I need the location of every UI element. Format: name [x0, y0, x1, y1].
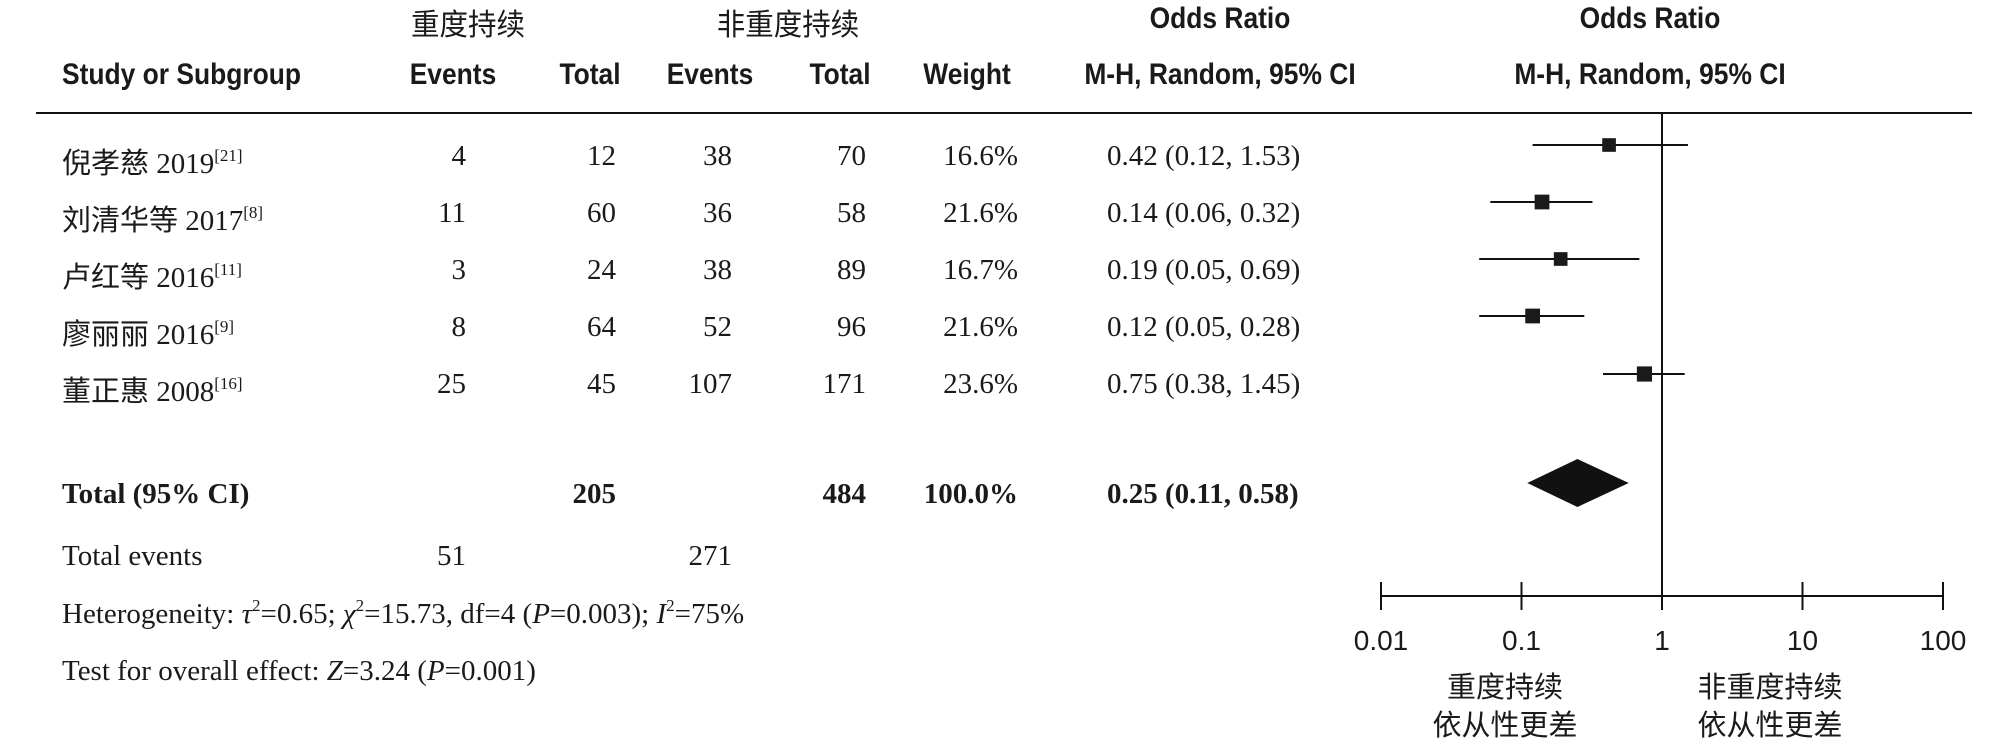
ci-cell: 0.14 (0.06, 0.32) [1107, 197, 1301, 229]
study-point [1534, 194, 1550, 210]
x-tick-label: 0.01 [1354, 625, 1409, 656]
ci-cell: 0.12 (0.05, 0.28) [1107, 311, 1301, 343]
study-point [1602, 138, 1616, 152]
table-row: 廖丽丽 2016[9] 8 64 52 96 21.6% 0.12 (0.05,… [0, 311, 1400, 351]
or-title-plot: Odds Ratio [1579, 2, 1721, 35]
header-rule [36, 112, 1972, 114]
pooled-diamond [1527, 459, 1629, 507]
study-point [1636, 366, 1653, 382]
total2-cell: 70 [837, 140, 866, 172]
weight-cell: 21.6% [943, 197, 1018, 229]
favours-right: 非重度持续 依从性更差 [1697, 670, 1843, 742]
events2-cell: 36 [703, 197, 732, 229]
events2-cell: 38 [703, 140, 732, 172]
or-subtitle-plot: M-H, Random, 95% CI [1514, 58, 1786, 91]
ci-cell: 0.19 (0.05, 0.69) [1107, 254, 1301, 286]
table-row: 董正惠 2008[16] 25 45 107 171 23.6% 0.75 (0… [0, 368, 1400, 408]
study-point [1525, 308, 1541, 324]
weight-cell: 21.6% [943, 311, 1018, 343]
total1-cell: 45 [587, 368, 616, 400]
ci-cell: 0.75 (0.38, 1.45) [1107, 368, 1301, 400]
or-subtitle-table: M-H, Random, 95% CI [1084, 58, 1356, 91]
col-total2-header: Total [809, 58, 871, 91]
study-name: 董正惠 2008[16] [62, 374, 243, 408]
weight-cell: 16.7% [943, 254, 1018, 286]
total-label: Total (95% CI) [62, 478, 250, 510]
total-events1: 51 [437, 540, 466, 572]
weight-cell: 16.6% [943, 140, 1018, 172]
study-name: 刘清华等 2017[8] [62, 203, 264, 237]
col-weight-header: Weight [923, 58, 1011, 91]
x-tick-label: 0.1 [1502, 625, 1541, 656]
col-study-header: Study or Subgroup [62, 58, 302, 91]
study-name: 倪孝慈 2019[21] [62, 146, 243, 180]
events1-cell: 8 [451, 311, 467, 343]
favours-left: 重度持续 依从性更差 [1432, 670, 1578, 742]
study-point [1553, 252, 1568, 266]
overall-effect-text: Test for overall effect: Z=3.24 (P=0.001… [62, 655, 536, 687]
total-ci: 0.25 (0.11, 0.58) [1107, 478, 1299, 510]
total1-cell: 64 [587, 311, 616, 343]
col-events2-header: Events [666, 58, 754, 91]
heterogeneity-text: Heterogeneity: τ2=0.65; χ2=15.73, df=4 (… [62, 596, 745, 630]
total-events-label: Total events [62, 540, 203, 572]
table-row: 倪孝慈 2019[21] 4 12 38 70 16.6% 0.42 (0.12… [0, 140, 1400, 180]
total1-sum: 205 [572, 478, 617, 510]
total2-cell: 171 [822, 368, 867, 400]
weight-cell: 23.6% [943, 368, 1018, 400]
events1-cell: 4 [451, 140, 467, 172]
total-weight: 100.0% [923, 478, 1018, 510]
events2-cell: 52 [703, 311, 732, 343]
x-tick-label: 10 [1787, 625, 1818, 656]
total1-cell: 12 [587, 140, 616, 172]
table-row: 刘清华等 2017[8] 11 60 36 58 21.6% 0.14 (0.0… [0, 197, 1400, 237]
total-row: Total (95% CI) 205 484 100.0% 0.25 (0.11… [0, 478, 1400, 518]
study-name: 卢红等 2016[11] [62, 260, 242, 294]
or-title-table: Odds Ratio [1149, 2, 1291, 35]
total2-cell: 96 [837, 311, 866, 343]
group2-label: 非重度持续 [716, 8, 860, 43]
events2-cell: 107 [688, 368, 733, 400]
study-name: 廖丽丽 2016[9] [62, 317, 235, 351]
total-events-row: Total events 51 271 [0, 540, 1000, 580]
total2-cell: 89 [837, 254, 866, 286]
events1-cell: 3 [451, 254, 467, 286]
total1-cell: 24 [587, 254, 616, 286]
table-row: 卢红等 2016[11] 3 24 38 89 16.7% 0.19 (0.05… [0, 254, 1400, 294]
col-total1-header: Total [559, 58, 621, 91]
x-tick-label: 100 [1920, 625, 1967, 656]
group1-label: 重度持续 [411, 8, 525, 43]
events1-cell: 11 [438, 197, 466, 229]
col-events1-header: Events [409, 58, 497, 91]
events2-cell: 38 [703, 254, 732, 286]
total2-cell: 58 [837, 197, 866, 229]
events1-cell: 25 [437, 368, 466, 400]
x-tick-label: 1 [1654, 625, 1670, 656]
ci-cell: 0.42 (0.12, 1.53) [1107, 140, 1301, 172]
total-events2: 271 [688, 540, 733, 572]
total1-cell: 60 [587, 197, 616, 229]
total2-sum: 484 [822, 478, 867, 510]
